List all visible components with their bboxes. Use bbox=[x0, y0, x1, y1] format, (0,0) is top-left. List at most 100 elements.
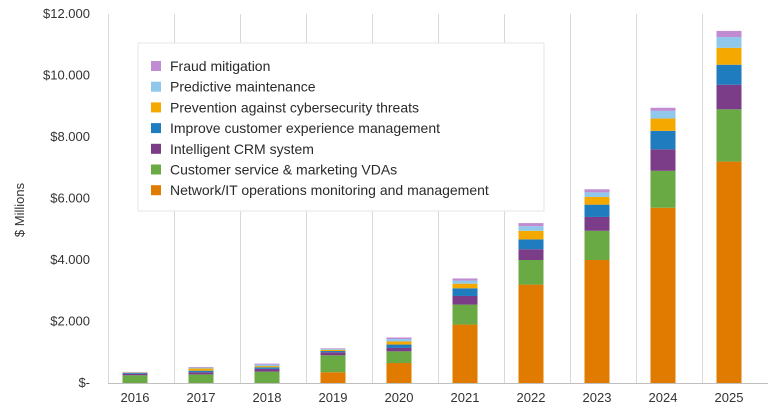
legend-label: Improve customer experience management bbox=[170, 120, 440, 136]
legend-swatch bbox=[151, 123, 161, 134]
legend-swatch bbox=[151, 185, 161, 196]
bar-segment bbox=[386, 337, 412, 340]
y-tick-label: $6.000 bbox=[50, 191, 90, 206]
legend-swatch bbox=[151, 61, 161, 71]
bar-segment bbox=[320, 372, 346, 383]
bar-segment bbox=[584, 260, 610, 383]
legend-label: Network/IT operations monitoring and man… bbox=[170, 182, 489, 198]
bar-segment bbox=[386, 363, 412, 383]
bar-segment bbox=[452, 278, 478, 281]
x-tick-label: 2018 bbox=[253, 390, 282, 405]
bar-segment bbox=[452, 324, 478, 383]
bar-segment bbox=[320, 355, 346, 373]
bar-segment bbox=[650, 130, 676, 150]
legend-label: Predictive maintenance bbox=[170, 79, 316, 95]
bar-segment bbox=[386, 347, 412, 352]
bar-segment bbox=[650, 149, 676, 171]
bar-segment bbox=[518, 230, 544, 240]
bar-segment bbox=[716, 109, 742, 162]
y-tick-label: $8.000 bbox=[50, 129, 90, 144]
bar-segment bbox=[188, 367, 214, 369]
bar-segment bbox=[320, 348, 346, 350]
bar-segment bbox=[452, 304, 478, 325]
bar-segment bbox=[320, 348, 346, 349]
bar-segment bbox=[584, 216, 610, 231]
y-tick-label: $- bbox=[78, 375, 90, 390]
bar-segment bbox=[188, 372, 214, 375]
bar-segment bbox=[254, 367, 280, 369]
bar-segment bbox=[716, 84, 742, 110]
x-tick-label: 2025 bbox=[715, 390, 744, 405]
bar-segment bbox=[320, 349, 346, 352]
bar-segment bbox=[452, 295, 478, 305]
bar-segment bbox=[518, 223, 544, 227]
legend-swatch bbox=[151, 81, 161, 92]
legend-label: Intelligent CRM system bbox=[170, 141, 314, 157]
labels-layer: $- $2.000 $4.000 $6.000 $8.000 $10.000 $12.000… bbox=[43, 6, 743, 405]
bar-segment bbox=[650, 170, 676, 208]
bars-layer bbox=[122, 30, 742, 383]
bar-segment bbox=[716, 37, 742, 48]
bar-segment bbox=[254, 368, 280, 372]
bar-segment bbox=[716, 30, 742, 38]
bar-segment bbox=[188, 370, 214, 373]
x-tick-label: 2022 bbox=[517, 390, 546, 405]
bar-segment bbox=[254, 364, 280, 367]
bar-segment bbox=[452, 288, 478, 296]
bar-segment bbox=[518, 260, 544, 285]
bar-segment bbox=[716, 64, 742, 85]
legend-swatch bbox=[151, 102, 161, 113]
y-tick-label: $12.000 bbox=[43, 6, 90, 21]
x-tick-label: 2023 bbox=[583, 390, 612, 405]
bar-segment bbox=[254, 371, 280, 383]
bar-segment bbox=[584, 189, 610, 193]
x-tick-label: 2017 bbox=[187, 390, 216, 405]
x-tick-label: 2021 bbox=[451, 390, 480, 405]
bar-segment bbox=[584, 192, 610, 197]
bar-segment bbox=[518, 239, 544, 250]
bar-segment bbox=[254, 363, 280, 365]
legend-label: Fraud mitigation bbox=[170, 58, 270, 74]
legend-label: Customer service & marketing VDAs bbox=[170, 162, 397, 178]
bar-segment bbox=[386, 351, 412, 364]
y-tick-label: $4.000 bbox=[50, 252, 90, 267]
bar-segment bbox=[122, 372, 148, 374]
bar-segment bbox=[188, 367, 214, 368]
legend-background bbox=[137, 42, 545, 212]
bar-segment bbox=[650, 207, 676, 383]
bar-segment bbox=[584, 204, 610, 217]
bar-segment bbox=[122, 373, 148, 376]
bar-segment bbox=[518, 284, 544, 383]
bar-segment bbox=[716, 47, 742, 65]
bar-segment bbox=[584, 196, 610, 205]
bar-segment bbox=[650, 110, 676, 119]
bar-segment bbox=[518, 226, 544, 231]
bar-segment bbox=[320, 351, 346, 353]
bar-segment bbox=[254, 366, 280, 368]
bar-segment bbox=[188, 374, 214, 383]
bar-segment bbox=[716, 161, 742, 383]
x-tick-label: 2024 bbox=[649, 390, 678, 405]
bar-segment bbox=[584, 230, 610, 260]
y-axis-title: $ Millions bbox=[12, 182, 27, 237]
y-tick-label: $10.000 bbox=[43, 68, 90, 83]
bar-segment bbox=[386, 339, 412, 342]
bar-segment bbox=[518, 249, 544, 260]
legend-label: Prevention against cybersecurity threats bbox=[170, 99, 419, 115]
x-tick-label: 2020 bbox=[385, 390, 414, 405]
legend-swatch bbox=[151, 164, 161, 175]
legend: Fraud mitigation Predictive maintenance Pr… bbox=[137, 42, 545, 212]
bar-segment bbox=[122, 375, 148, 383]
bar-segment bbox=[188, 368, 214, 371]
legend-swatch bbox=[151, 143, 161, 154]
y-tick-label: $2.000 bbox=[50, 314, 90, 329]
bar-segment bbox=[650, 118, 676, 131]
bar-segment bbox=[320, 352, 346, 356]
bar-segment bbox=[452, 280, 478, 284]
bar-segment bbox=[452, 283, 478, 289]
bar-segment bbox=[386, 344, 412, 348]
bar-segment bbox=[650, 107, 676, 111]
x-tick-label: 2016 bbox=[121, 390, 150, 405]
bar-segment bbox=[386, 341, 412, 345]
